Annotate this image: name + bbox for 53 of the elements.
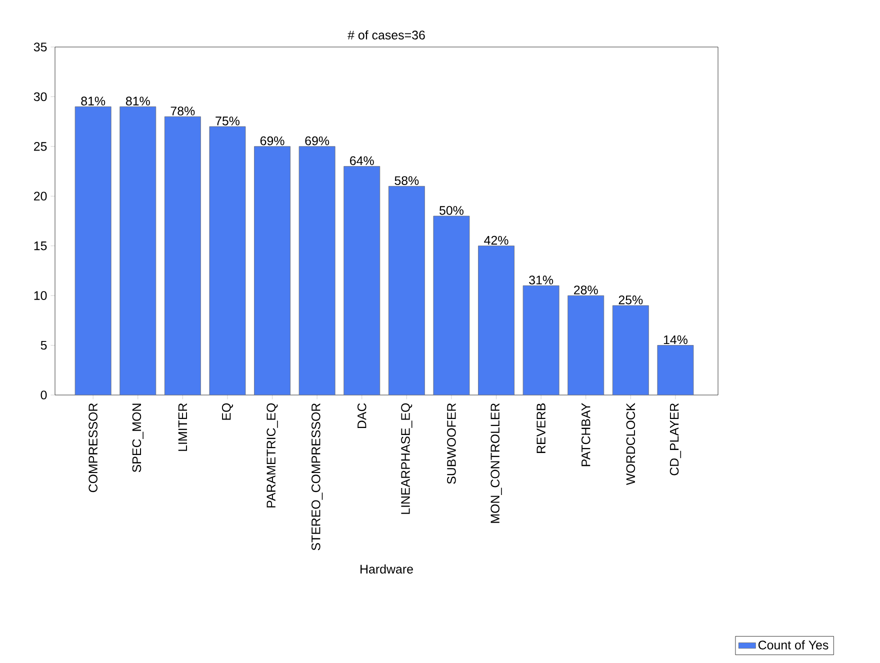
x-tick-label: LIMITER — [178, 403, 187, 451]
bar — [388, 186, 425, 395]
x-axis-title: Hardware — [360, 564, 413, 574]
x-tick-label: SUBWOOFER — [447, 403, 456, 484]
y-tick-label: 5 — [40, 340, 47, 350]
annotation: 69% — [305, 136, 330, 146]
annotation: 81% — [81, 96, 106, 106]
x-tick-label: PARAMETRIC_EQ — [266, 403, 278, 508]
x-tick-label: EQ — [222, 403, 234, 420]
x-tick-label: CD_PLAYER — [670, 403, 682, 476]
x-tick-label: COMPRESSOR — [88, 403, 98, 492]
bar — [568, 296, 604, 395]
y-tick-label: 0 — [40, 390, 47, 400]
annotation: 81% — [126, 96, 150, 106]
annotation: 78% — [170, 106, 195, 116]
annotation: 28% — [574, 286, 598, 294]
annotation: 50% — [440, 206, 464, 215]
x-tick-label: MON_CONTROLLER — [490, 403, 502, 523]
annotation: 64% — [350, 156, 374, 166]
annotation: 42% — [484, 236, 508, 245]
x-tick-label: SPEC_MON — [132, 404, 144, 472]
bar — [299, 146, 336, 395]
x-tick-label: DAC — [357, 403, 366, 428]
bar — [478, 246, 514, 395]
bar — [433, 216, 470, 395]
annotation: 14% — [664, 335, 688, 344]
x-tick-label: LINEARPHASE_EQ — [401, 403, 412, 514]
y-tick-label: 15 — [34, 242, 47, 250]
bar — [120, 106, 156, 395]
annotation: 31% — [529, 276, 554, 284]
x-tick-label: WORDCLOCK — [626, 402, 636, 486]
legend-label: Count of Yes — [758, 640, 828, 650]
y-tick-label: 25 — [34, 142, 47, 151]
bar — [75, 106, 112, 395]
bar — [254, 146, 290, 395]
x-tick-label: STEREO_COMPRESSOR — [311, 403, 323, 550]
annotation: 58% — [394, 176, 419, 186]
x-tick-label: PATCHBAY — [581, 403, 590, 466]
y-tick-label: 35 — [34, 42, 47, 52]
bar — [523, 286, 560, 395]
bar — [657, 345, 694, 395]
y-tick-label: 10 — [34, 291, 47, 300]
bar — [209, 126, 246, 395]
annotation: 25% — [618, 296, 643, 304]
chart-title: # of cases=36 — [348, 30, 425, 40]
bar — [164, 116, 201, 395]
x-tick-label: REVERB — [536, 403, 546, 453]
y-tick-label: 30 — [34, 92, 47, 102]
bar — [344, 166, 380, 395]
bar — [612, 306, 649, 395]
annotation: 69% — [260, 136, 284, 146]
annotation: 75% — [216, 116, 240, 126]
y-tick-label: 20 — [34, 192, 47, 201]
